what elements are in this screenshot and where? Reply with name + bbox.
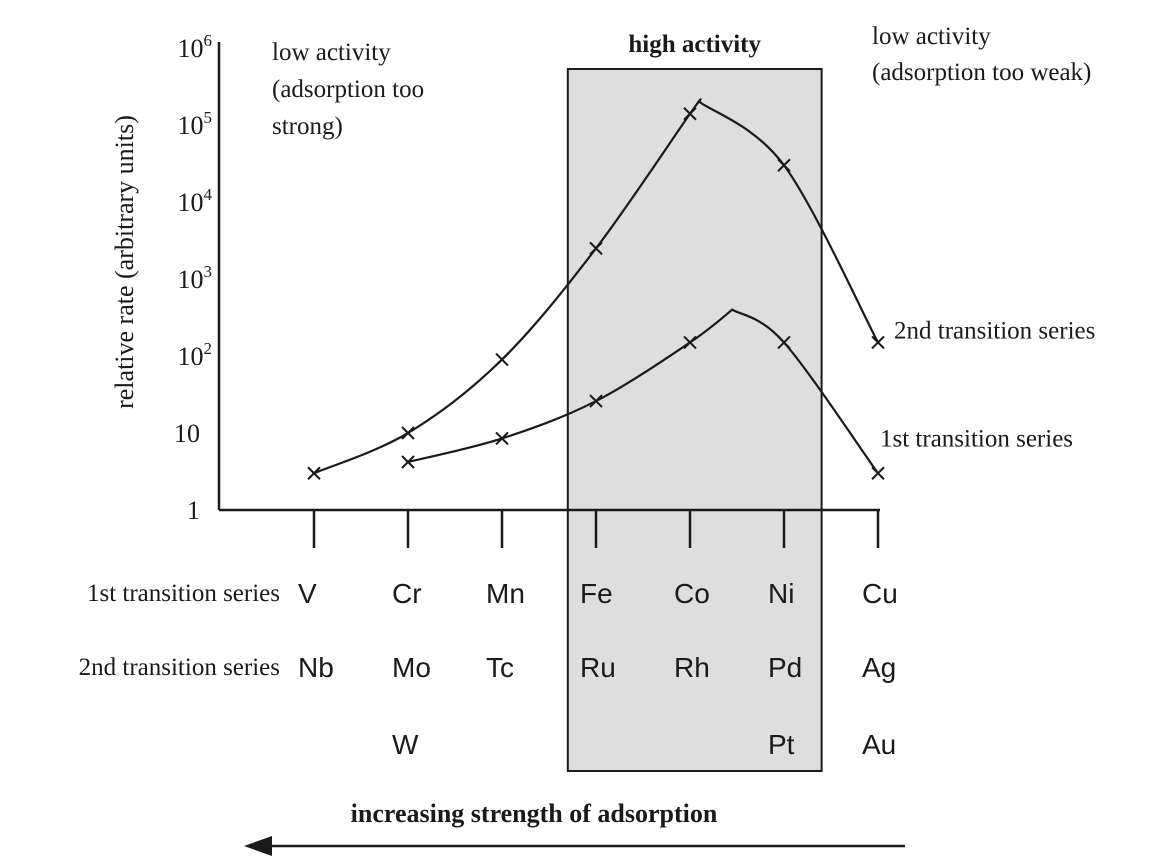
arrow-left-icon: [244, 836, 272, 856]
element-symbol: Ru: [580, 652, 616, 683]
element-symbol: Pd: [768, 652, 802, 683]
high-activity-region: [566, 68, 823, 772]
data-point-stroke: [495, 431, 509, 446]
data-point-stroke: [683, 107, 697, 121]
element-symbol: Co: [674, 578, 710, 609]
y-tick-label: 104: [178, 185, 213, 217]
y-tick-label: 105: [178, 108, 213, 140]
element-symbol: Fe: [580, 578, 613, 609]
series-label-2nd: 2nd transition series: [894, 317, 1095, 344]
element-symbol: Tc: [486, 652, 514, 683]
data-point-stroke: [401, 426, 415, 440]
high-activity-label: high activity: [628, 31, 761, 58]
element-symbol: Pt: [768, 729, 795, 760]
y-tick-label: 10: [174, 419, 200, 448]
data-markers: [307, 107, 885, 480]
data-point-stroke: [871, 466, 885, 480]
x-ticks: [312, 510, 880, 548]
element-symbol: Ni: [768, 578, 794, 609]
y-tick-label: 102: [178, 339, 213, 371]
data-point: [683, 335, 697, 350]
element-symbol: Au: [862, 729, 896, 760]
y-tick-label: 106: [178, 31, 213, 63]
data-point-stroke: [777, 335, 791, 350]
right-annotation: low activity (adsorption too weak): [872, 23, 1091, 86]
arrow-label: increasing strength of adsorption: [351, 799, 718, 828]
element-symbol: Mn: [486, 578, 525, 609]
row-label-2nd-series: 2nd transition series: [79, 654, 280, 681]
data-point: [401, 426, 415, 440]
data-point: [495, 431, 509, 446]
data-point-stroke: [307, 466, 321, 480]
series-label-1st: 1st transition series: [880, 425, 1073, 452]
right-annotation-line: (adsorption too weak): [872, 59, 1091, 86]
data-point-stroke: [683, 335, 697, 350]
data-point-stroke: [401, 455, 415, 469]
row-label-1st-series: 1st transition series: [87, 580, 280, 607]
left-annotation-line: strong): [272, 113, 343, 140]
element-symbol: Rh: [674, 652, 710, 683]
element-symbol: Cr: [392, 578, 422, 609]
data-point: [307, 466, 321, 480]
data-point: [777, 335, 791, 350]
data-point: [589, 241, 603, 256]
data-point: [495, 352, 509, 367]
element-symbol: Mo: [392, 652, 431, 683]
data-point: [871, 466, 885, 480]
data-point-stroke: [871, 335, 885, 350]
element-symbol: Ag: [862, 652, 896, 683]
data-point-stroke: [589, 394, 603, 408]
right-annotation-line: low activity: [872, 23, 991, 50]
element-symbol: Cu: [862, 578, 898, 609]
y-tick-labels: 1 10 102 103 104 105 106: [174, 31, 213, 525]
element-symbol: W: [392, 729, 419, 760]
left-annotation: low activity (adsorption too strong): [272, 39, 430, 140]
left-annotation-line: (adsorption too: [272, 76, 424, 103]
data-point-stroke: [589, 241, 603, 256]
data-point: [683, 107, 697, 121]
y-tick-label: 1: [187, 496, 200, 525]
element-symbol: Nb: [298, 652, 334, 683]
data-point-stroke: [777, 158, 791, 172]
data-point: [401, 455, 415, 469]
data-point: [589, 394, 603, 408]
data-point: [871, 335, 885, 350]
data-point: [777, 158, 791, 172]
y-axis-label: relative rate (arbitrary units): [110, 115, 139, 409]
element-symbol: V: [298, 578, 317, 609]
element-table: V Cr Mn Fe Co Ni Cu Nb Mo Tc Ru Rh Pd Ag W Pt Au: [298, 578, 898, 760]
axes: [217, 42, 880, 512]
left-annotation-line: low activity: [272, 39, 391, 66]
data-point-stroke: [495, 352, 509, 367]
y-tick-label: 103: [178, 262, 213, 294]
